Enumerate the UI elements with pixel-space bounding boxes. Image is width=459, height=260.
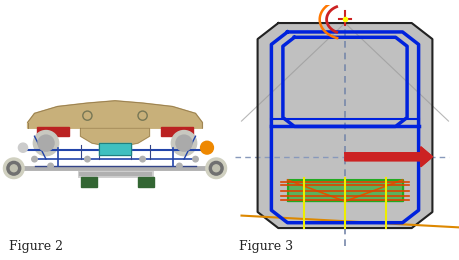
Circle shape xyxy=(192,156,198,162)
Circle shape xyxy=(48,163,53,169)
Circle shape xyxy=(7,161,21,175)
Circle shape xyxy=(32,156,37,162)
Polygon shape xyxy=(80,177,96,187)
Polygon shape xyxy=(99,143,131,154)
Circle shape xyxy=(200,141,213,154)
Circle shape xyxy=(176,163,182,169)
Circle shape xyxy=(209,161,223,175)
Polygon shape xyxy=(287,180,402,201)
Circle shape xyxy=(171,131,196,156)
Circle shape xyxy=(206,158,226,179)
Polygon shape xyxy=(161,127,193,136)
Circle shape xyxy=(38,135,54,151)
Circle shape xyxy=(140,156,145,162)
Circle shape xyxy=(84,156,90,162)
Circle shape xyxy=(11,165,17,172)
Polygon shape xyxy=(138,177,154,187)
Polygon shape xyxy=(28,101,202,128)
Polygon shape xyxy=(344,147,431,167)
Circle shape xyxy=(4,158,24,179)
Polygon shape xyxy=(80,128,149,147)
Circle shape xyxy=(213,165,219,172)
Circle shape xyxy=(176,135,192,151)
Polygon shape xyxy=(37,127,69,136)
Polygon shape xyxy=(257,23,431,228)
Text: Figure 2: Figure 2 xyxy=(9,240,63,253)
Circle shape xyxy=(18,143,28,152)
Text: Figure 3: Figure 3 xyxy=(239,240,293,253)
Circle shape xyxy=(34,131,59,156)
